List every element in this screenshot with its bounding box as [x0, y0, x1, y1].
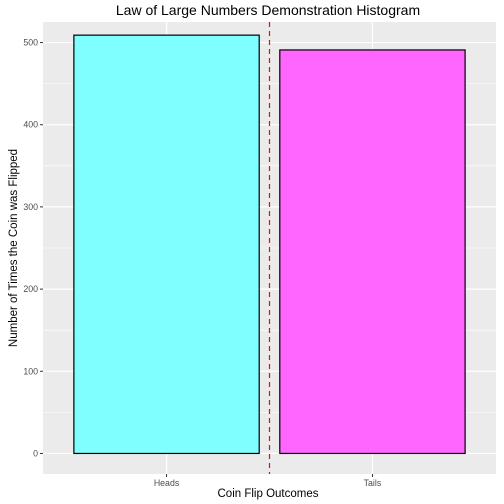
y-tick-label: 400 — [23, 120, 38, 130]
bar-tails — [279, 49, 466, 455]
x-tick-label: Heads — [154, 478, 180, 488]
bar-heads — [73, 34, 260, 455]
y-tick-label: 200 — [23, 284, 38, 294]
y-tick-label: 300 — [23, 202, 38, 212]
x-tick-label: Tails — [364, 478, 382, 488]
plot-panel: 0 100 200 300 400 500 Heads Tails — [23, 22, 496, 488]
y-tick-label: 500 — [23, 38, 38, 48]
y-tick-label: 100 — [23, 366, 38, 376]
chart-title: Law of Large Numbers Demonstration Histo… — [116, 2, 420, 18]
y-tick-label: 0 — [33, 448, 38, 458]
y-axis-title: Number of Times the Coin was Flipped — [8, 149, 20, 347]
x-axis-title: Coin Flip Outcomes — [218, 488, 319, 500]
